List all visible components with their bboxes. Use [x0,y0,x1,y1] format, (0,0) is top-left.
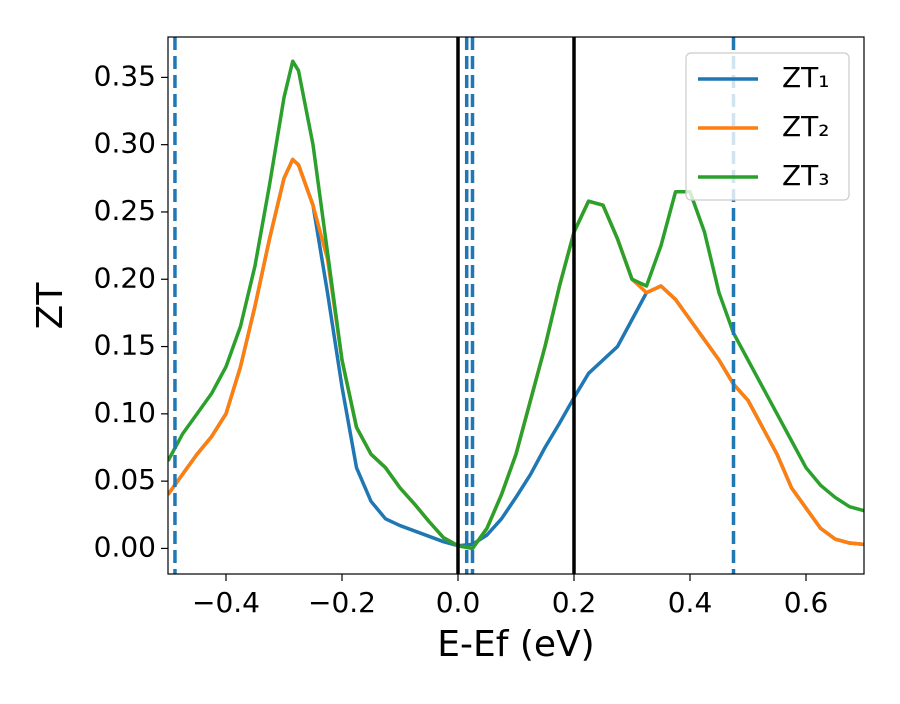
y-tick-label: 0.05 [94,463,156,496]
series-line [168,157,864,551]
x-tick-label: 0.0 [436,586,481,619]
y-tick-label: 0.30 [94,127,156,160]
y-tick-label: 0.25 [94,194,156,227]
legend-label: ZT₁ [782,61,830,94]
x-tick-label: −0.2 [308,586,376,619]
legend-label: ZT₂ [782,110,830,143]
y-tick-label: 0.35 [94,59,156,92]
series-line [168,59,864,551]
legend-label: ZT₃ [782,159,830,192]
y-tick-label: 0.00 [94,530,156,563]
y-tick-label: 0.10 [94,396,156,429]
x-tick-label: 0.6 [784,586,829,619]
series-line [168,157,864,548]
y-tick-label: 0.15 [94,329,156,362]
legend-box [685,52,850,201]
x-tick-label: −0.4 [192,586,260,619]
x-tick-label: 0.4 [668,586,713,619]
y-tick-label: 0.20 [94,261,156,294]
plot-frame [167,36,865,575]
y-axis-label: ZT [30,282,71,330]
x-axis-label: E-Ef (eV) [437,624,594,665]
x-tick-label: 0.2 [552,586,597,619]
